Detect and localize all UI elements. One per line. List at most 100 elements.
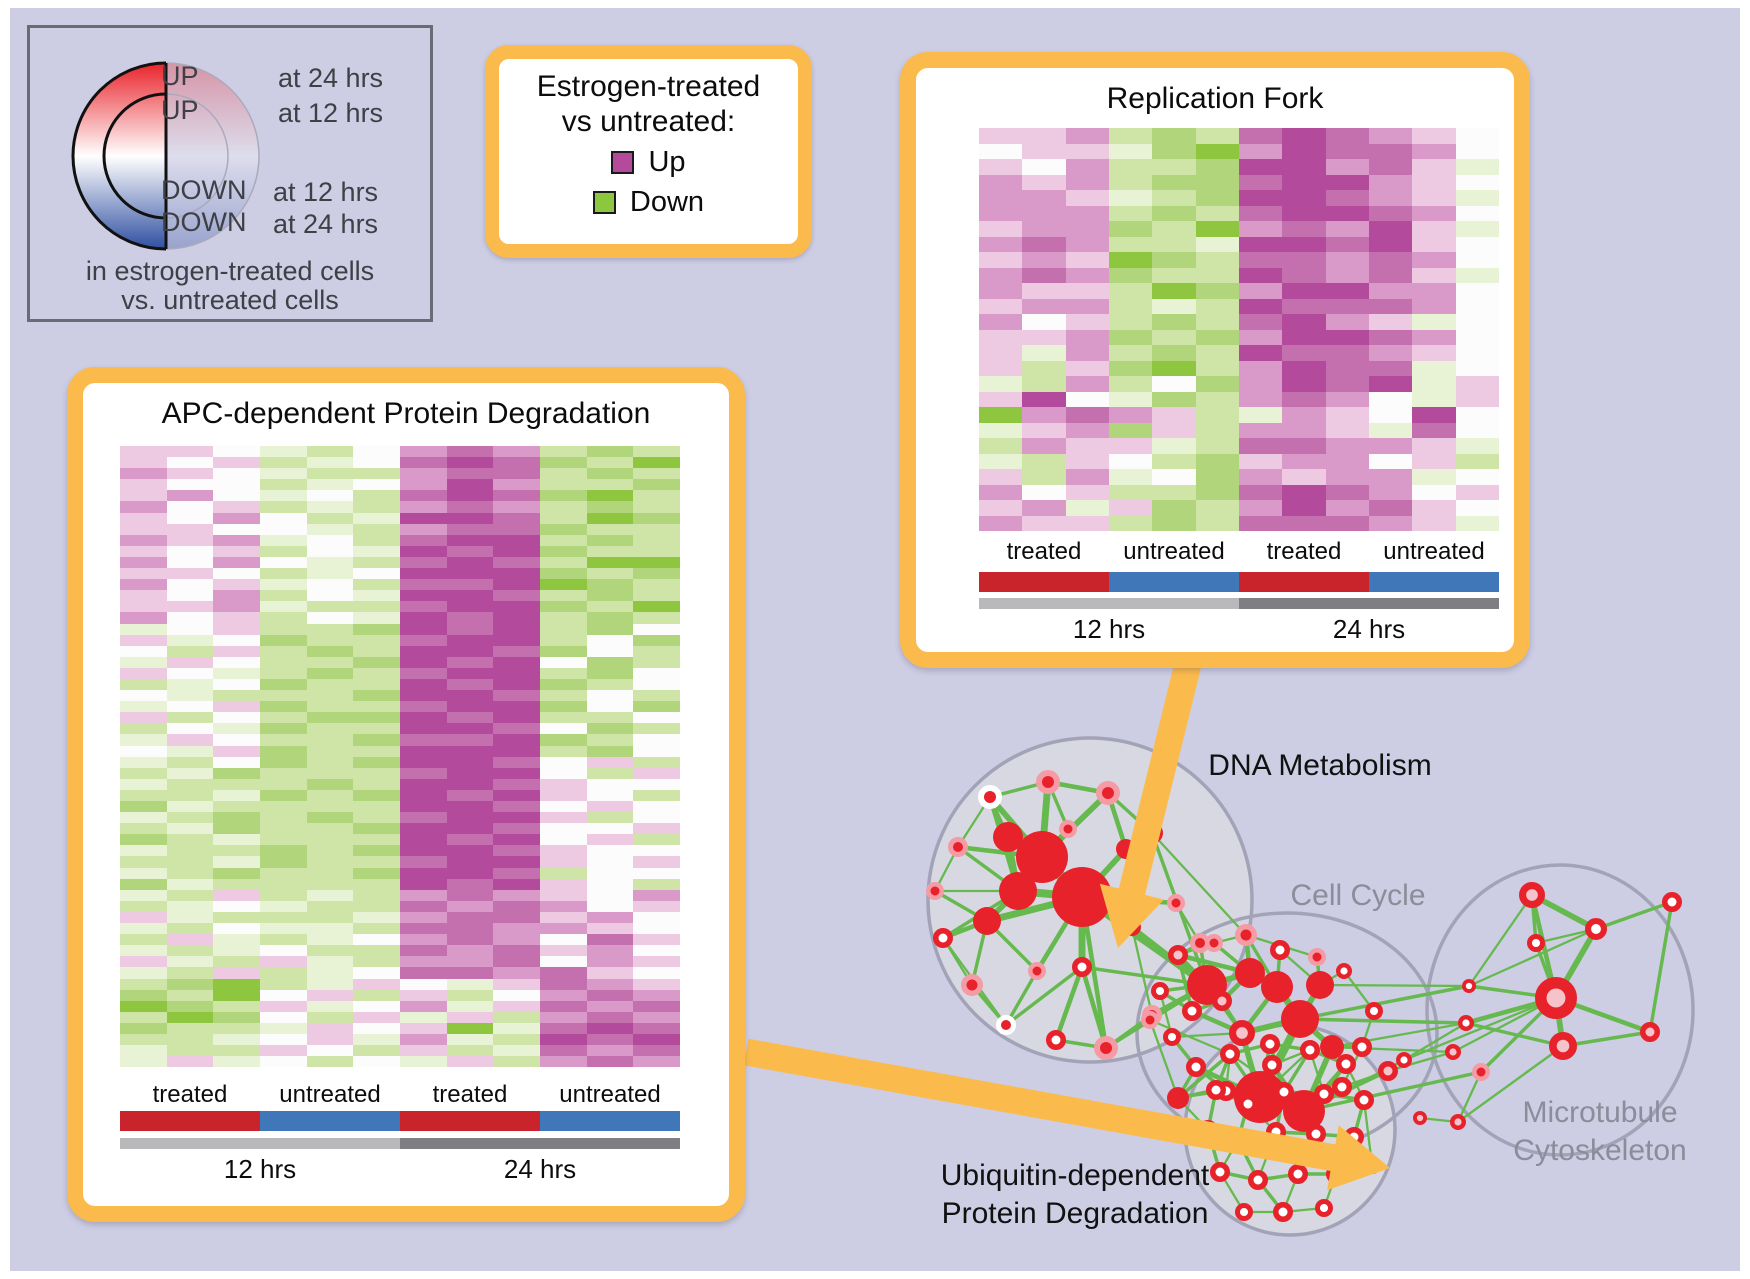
up-label: Up: [648, 146, 686, 178]
heatmap-cell: [1455, 252, 1499, 268]
heatmap-cell: [306, 911, 354, 924]
heatmap-cell: [353, 967, 401, 979]
heatmap-cell: [493, 468, 541, 480]
heatmap-cell: [1455, 174, 1499, 190]
heatmap-row: [120, 501, 681, 513]
heatmap-cell: [120, 845, 167, 857]
heatmap-cell: [633, 856, 681, 868]
heatmap-cell: [213, 723, 261, 735]
heatmap-cell: [306, 634, 354, 646]
heatmap-cell: [1065, 360, 1109, 376]
heatmap-cell: [120, 479, 167, 491]
heatmap-cell: [120, 945, 167, 957]
heatmap-cell: [213, 956, 261, 968]
gene-node: [1332, 1077, 1352, 1097]
heatmap-cell: [400, 900, 447, 912]
heatmap-cell: [446, 723, 494, 735]
figure-canvas: DNA Metabolism Cell Cycle Microtubule Cytos…: [10, 8, 1740, 1271]
heatmap-cell: [260, 801, 307, 813]
rf-treatment-bars: [979, 572, 1499, 592]
heatmap-cell: [306, 723, 354, 735]
heatmap-cell: [446, 756, 494, 768]
heatmap-cell: [400, 734, 447, 746]
heatmap-cell: [1325, 143, 1369, 159]
heatmap-cell: [1022, 515, 1066, 531]
heatmap-row: [120, 756, 681, 768]
heatmap-row: [979, 515, 1499, 531]
heatmap-cell: [633, 778, 681, 790]
heatmap-cell: [306, 978, 354, 990]
heatmap-cell: [306, 789, 354, 801]
heatmap-cell: [400, 1000, 447, 1012]
gene-node: [1162, 1027, 1181, 1046]
heatmap-cell: [166, 490, 214, 502]
heatmap-cell: [1195, 453, 1239, 469]
heatmap-cell: [306, 900, 354, 912]
heatmap-cell: [120, 723, 167, 735]
time-span-bar: [1239, 598, 1499, 609]
key-up-12-word: UP: [161, 95, 199, 125]
heatmap-cell: [1065, 453, 1109, 469]
heatmap-cell: [446, 967, 494, 979]
heatmap-row: [979, 221, 1499, 237]
heatmap-cell: [1152, 236, 1196, 252]
heatmap-cell: [213, 501, 261, 513]
heatmap-cell: [1152, 500, 1196, 516]
heatmap-cell: [446, 623, 494, 635]
heatmap-cell: [400, 601, 447, 613]
gene-node: [1234, 1202, 1253, 1221]
heatmap-cell: [979, 360, 1023, 376]
heatmap-cell: [633, 1022, 681, 1034]
heatmap-row: [979, 345, 1499, 361]
heatmap-cell: [540, 612, 587, 624]
heatmap-cell: [979, 469, 1023, 485]
heatmap-cell: [633, 812, 681, 824]
heatmap-cell: [493, 1011, 541, 1023]
heatmap-cell: [1368, 484, 1413, 500]
heatmap-cell: [1195, 143, 1239, 159]
heatmap-cell: [540, 623, 587, 635]
heatmap-row: [120, 1056, 681, 1068]
heatmap-cell: [586, 823, 634, 835]
heatmap-cell: [306, 712, 354, 724]
time-label: 24 hrs: [503, 1154, 577, 1184]
heatmap-cell: [633, 656, 681, 668]
heatmap-cell: [1238, 267, 1283, 283]
heatmap-cell: [166, 989, 214, 1001]
down-color-swatch: [592, 191, 616, 214]
heatmap-cell: [260, 1056, 307, 1068]
heatmap-cell: [493, 523, 541, 535]
heatmap-cell: [446, 789, 494, 801]
heatmap-cell: [1455, 298, 1499, 314]
heatmap-cell: [260, 468, 307, 480]
heatmap-cell: [353, 978, 401, 990]
heatmap-row: [979, 360, 1499, 376]
heatmap-row: [120, 956, 681, 968]
heatmap-cell: [1065, 484, 1109, 500]
heatmap-cell: [586, 678, 634, 691]
heatmap-cell: [1412, 314, 1456, 330]
heatmap-cell: [260, 501, 307, 513]
heatmap-cell: [353, 568, 401, 580]
heatmap-cell: [213, 601, 261, 613]
gene-node: [1535, 977, 1578, 1020]
heatmap-cell: [1022, 484, 1066, 500]
heatmap-cell: [633, 756, 681, 768]
heatmap-cell: [213, 568, 261, 580]
network-edge: [1004, 970, 1039, 1026]
heatmap-cell: [166, 923, 214, 935]
heatmap-cell: [633, 967, 681, 979]
heatmap-cell: [540, 501, 587, 513]
heatmap-cell: [353, 490, 401, 502]
treated-bar: [400, 1111, 540, 1131]
heatmap-cell: [540, 523, 587, 535]
heatmap-cell: [1022, 360, 1066, 376]
heatmap-cell: [306, 867, 354, 879]
heatmap-cell: [979, 329, 1023, 345]
heatmap-cell: [1368, 190, 1413, 206]
heatmap-cell: [540, 667, 587, 679]
heatmap-cell: [213, 1022, 261, 1034]
heatmap-cell: [353, 545, 401, 557]
heatmap-cell: [1412, 360, 1456, 376]
heatmap-row: [979, 376, 1499, 392]
